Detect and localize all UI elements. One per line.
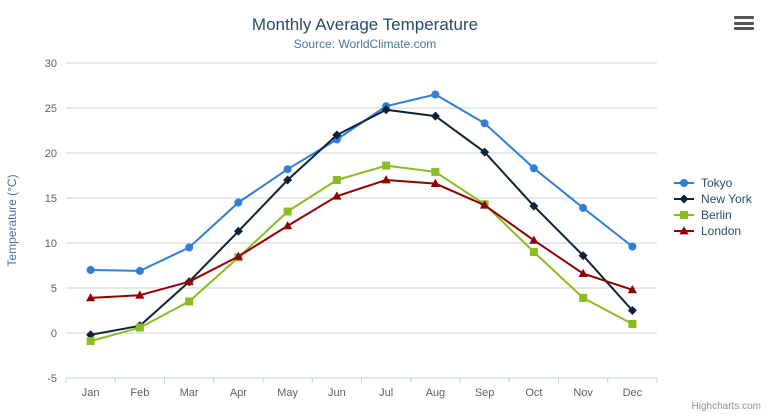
x-axis-label: Jan [82,387,100,399]
data-point-berlin-nov[interactable] [579,293,588,302]
data-point-new-york-sep[interactable] [480,147,490,157]
data-point-new-york-oct[interactable] [529,201,539,211]
data-point-berlin-may[interactable] [283,207,292,216]
series-line-new-york [89,108,634,336]
data-point-london-nov[interactable] [578,268,588,277]
y-axis-label: 15 [45,193,57,205]
data-point-tokyo-mar[interactable] [185,243,194,252]
data-point-tokyo-may[interactable] [283,165,292,174]
data-point-new-york-jan[interactable] [86,330,96,340]
data-point-berlin-jul[interactable] [382,161,391,170]
data-point-london-mar[interactable] [184,276,194,286]
data-point-london-jul[interactable] [381,175,391,184]
chart-subtitle: Source: WorldClimate.com [293,37,437,51]
legend-label: Tokyo [701,176,733,190]
y-axis-label: 20 [45,148,57,160]
triangle-legend-marker-icon [674,226,694,235]
data-point-london-jun[interactable] [332,191,342,200]
x-axis-label: Jun [328,387,346,399]
y-axis-label: 25 [45,103,57,115]
data-point-tokyo-apr[interactable] [234,198,243,207]
y-axis-label: 0 [51,328,57,340]
series-line-tokyo [89,93,634,272]
legend-item-london[interactable]: London [674,223,752,239]
data-point-tokyo-dec[interactable] [628,242,637,251]
data-point-new-york-apr[interactable] [233,226,243,236]
x-axis-label: Oct [525,387,542,399]
x-axis-label: Dec [623,387,643,399]
data-point-london-sep[interactable] [480,200,490,209]
x-axis-label: Feb [130,387,149,399]
data-point-london-aug[interactable] [430,178,440,187]
data-point-tokyo-nov[interactable] [579,203,588,212]
legend-label: London [701,224,742,238]
square-legend-marker-icon [674,211,694,219]
data-point-tokyo-aug[interactable] [431,90,440,99]
data-point-berlin-dec[interactable] [628,320,637,328]
x-axis-label: Mar [180,387,199,399]
x-axis-label: Sep [475,387,495,399]
data-point-london-dec[interactable] [627,285,637,294]
circle-legend-marker-icon [674,179,694,187]
data-point-new-york-dec[interactable] [627,306,637,315]
x-axis-label: May [277,387,298,399]
y-axis-title: Temperature (°C) [5,174,19,266]
y-axis-label: -5 [47,373,57,385]
data-point-new-york-nov[interactable] [578,251,588,261]
legend: Tokyo New York Berlin London [674,175,752,239]
hamburger-icon [734,27,754,30]
data-point-tokyo-oct[interactable] [529,164,538,173]
series-line-london [89,179,634,299]
legend-label: New York [701,192,752,206]
data-point-berlin-jun[interactable] [332,176,341,184]
legend-item-new-york[interactable]: New York [674,191,752,207]
y-axis-label: 5 [51,283,57,295]
data-point-tokyo-sep[interactable] [480,119,489,128]
chart-title: Monthly Average Temperature [251,15,479,34]
data-point-berlin-aug[interactable] [431,167,440,176]
credits-link[interactable]: Highcharts.com [691,401,761,412]
data-point-london-may[interactable] [283,221,293,230]
y-axis-label: 30 [45,58,57,70]
legend-label: Berlin [701,208,732,222]
hamburger-icon [734,21,754,25]
data-point-tokyo-feb[interactable] [135,266,144,275]
data-point-london-apr[interactable] [233,251,243,260]
hamburger-icon [734,16,754,19]
legend-item-berlin[interactable]: Berlin [674,207,752,223]
data-point-london-jan[interactable] [86,293,96,302]
data-point-berlin-feb[interactable] [135,323,144,332]
data-point-new-york-aug[interactable] [430,111,440,121]
series-line-berlin [89,164,634,343]
data-point-new-york-jul[interactable] [381,105,391,115]
data-point-berlin-mar[interactable] [185,297,194,306]
diamond-legend-marker-icon [674,194,694,204]
x-axis-label: Aug [426,387,446,399]
x-axis-label: Nov [573,387,593,399]
export-menu-button[interactable] [734,16,754,30]
data-point-london-feb[interactable] [135,290,145,299]
x-axis-label: Apr [230,387,247,399]
x-axis-label: Jul [379,387,393,399]
data-point-tokyo-jan[interactable] [86,266,95,274]
data-point-berlin-jan[interactable] [86,337,95,346]
data-point-berlin-oct[interactable] [529,248,538,256]
data-point-new-york-jun[interactable] [332,130,342,140]
data-point-london-oct[interactable] [529,235,539,244]
y-axis-label: 10 [45,238,57,250]
legend-item-tokyo[interactable]: Tokyo [674,175,752,191]
data-point-new-york-may[interactable] [283,175,293,185]
